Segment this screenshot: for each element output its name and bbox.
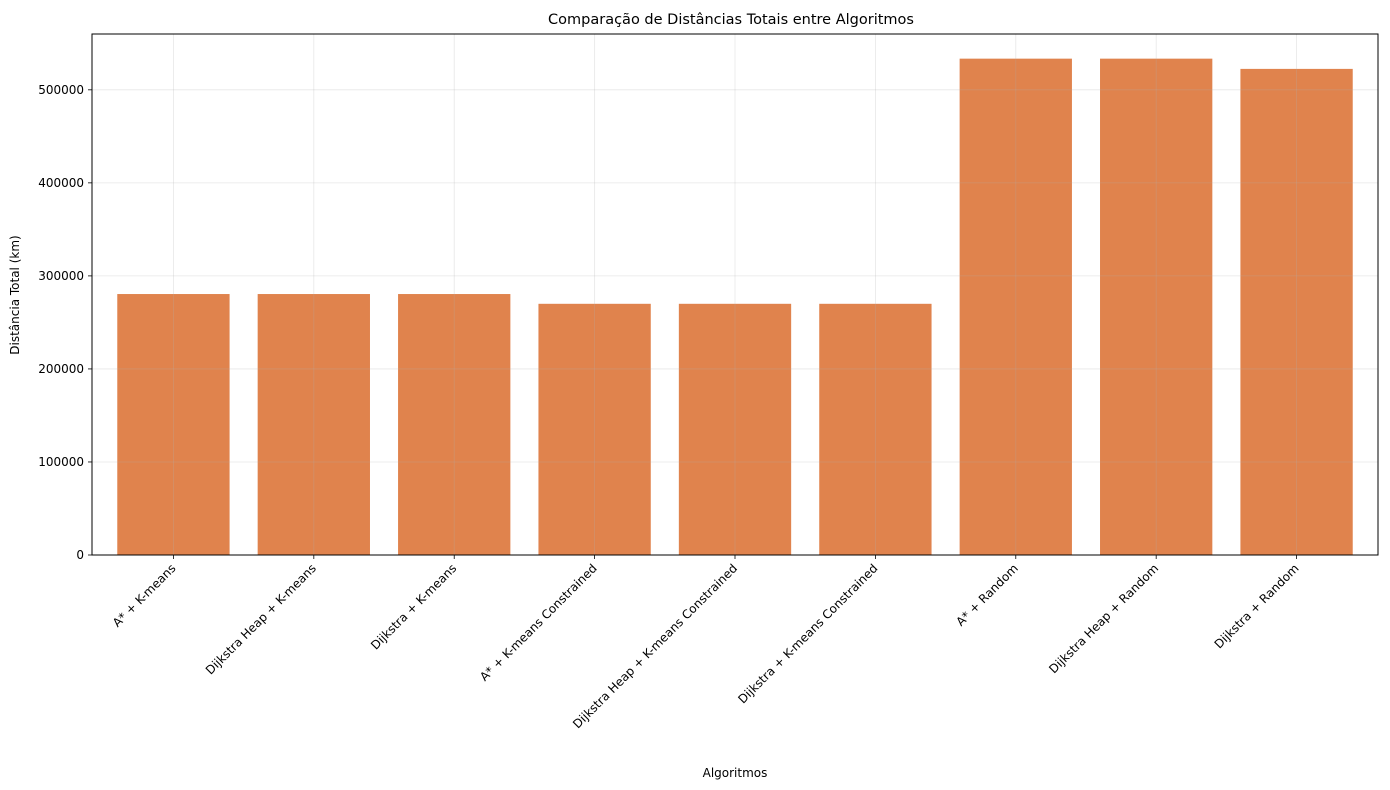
bar xyxy=(538,303,651,555)
y-axis-label: Distância Total (km) xyxy=(8,235,22,354)
x-tick-label: A* + Random xyxy=(953,561,1021,629)
y-tick-label: 0 xyxy=(76,548,84,562)
x-tick-label: Dijkstra Heap + K-means Constrained xyxy=(570,561,740,731)
y-tick-label: 500000 xyxy=(38,83,84,97)
y-tick-label: 200000 xyxy=(38,362,84,376)
y-tick-label: 400000 xyxy=(38,176,84,190)
y-axis: 0 100000 200000 300000 400000 500000 xyxy=(38,83,92,562)
x-tick-label: Dijkstra Heap + K-means xyxy=(203,561,319,677)
bar xyxy=(678,303,792,555)
x-tick-label: A* + K-means Constrained xyxy=(477,561,600,684)
bar xyxy=(257,294,370,555)
x-axis: A* + K-means Dijkstra Heap + K-means Dijks… xyxy=(110,555,1302,731)
x-axis-label: Algoritmos xyxy=(703,766,768,780)
y-tick-label: 300000 xyxy=(38,269,84,283)
y-tick-label: 100000 xyxy=(38,455,84,469)
x-tick-label: Dijkstra + K-means xyxy=(368,561,459,652)
x-tick-label: Dijkstra + Random xyxy=(1212,561,1302,651)
bar xyxy=(819,303,932,555)
chart-title: Comparação de Distâncias Totais entre Al… xyxy=(548,12,914,28)
bar xyxy=(117,294,230,555)
bars-group xyxy=(92,34,1378,556)
x-tick-label: A* + K-means xyxy=(110,561,179,630)
bar xyxy=(1100,58,1213,555)
x-tick-label: Dijkstra Heap + Random xyxy=(1046,561,1161,676)
bar xyxy=(1240,68,1353,555)
x-tick-label: Dijkstra + K-means Constrained xyxy=(735,561,880,706)
bar xyxy=(959,58,1072,555)
bar xyxy=(398,294,511,555)
